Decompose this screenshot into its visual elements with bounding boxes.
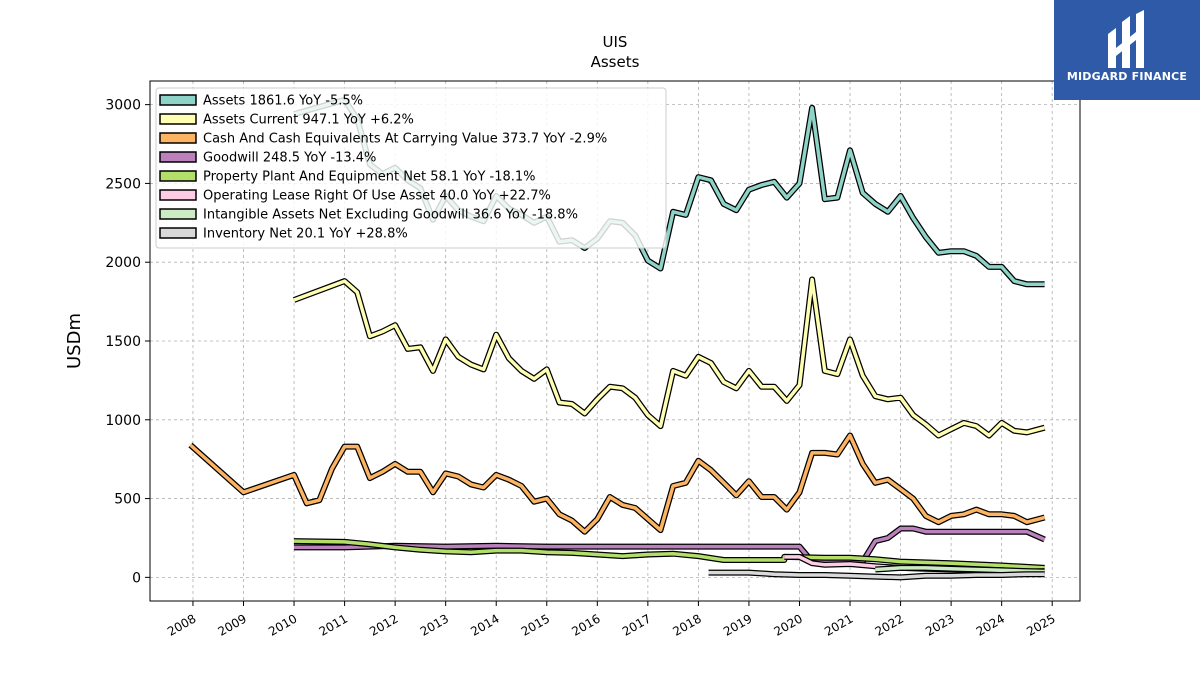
brand-name: MIDGARD FINANCE (1066, 70, 1188, 83)
legend-swatch (159, 113, 197, 125)
series-line (708, 570, 1045, 580)
x-tick-label: 2018 (670, 611, 703, 638)
legend-label: Operating Lease Right Of Use Asset 40.0 … (203, 189, 551, 204)
legend-box (155, 87, 667, 249)
x-tick-label: 2021 (822, 611, 855, 638)
x-tick-label: 2023 (923, 611, 956, 638)
y-axis-label: USDm (64, 313, 85, 369)
legend-label: Goodwill 248.5 YoY -13.4% (203, 151, 376, 166)
x-tick-label: 2013 (418, 611, 451, 638)
legend-swatch (159, 132, 197, 144)
legend-swatch (159, 208, 197, 220)
y-axis-ticks: 0 500 1000 1500 2000 2500 3000 (105, 98, 150, 586)
x-tick-label: 2016 (569, 611, 602, 638)
legend-swatch (159, 94, 197, 106)
brand-mark-icon (1108, 10, 1144, 68)
y-tick-label: 1500 (105, 334, 141, 350)
legend-swatch (159, 189, 197, 201)
x-tick-label: 2010 (266, 611, 299, 638)
y-tick-label: 1000 (105, 413, 141, 429)
legend-item: Operating Lease Right Of Use Asset 40.0 … (159, 189, 551, 204)
legend-swatch (159, 170, 197, 182)
legend-swatch (159, 151, 197, 163)
x-tick-label: 2011 (317, 611, 350, 638)
series-7 (708, 569, 1045, 581)
brand-logo: MIDGARD FINANCE (1054, 0, 1200, 100)
y-tick-label: 2000 (105, 255, 141, 271)
legend-item: Goodwill 248.5 YoY -13.4% (159, 151, 376, 166)
y-tick-label: 2500 (105, 176, 141, 192)
series-1 (292, 276, 1046, 439)
series-line (293, 277, 1046, 438)
series-line-outline (292, 276, 1046, 439)
x-tick-label: 2008 (165, 611, 198, 638)
legend-swatch (159, 227, 197, 239)
legend-label: Intangible Assets Net Excluding Goodwill… (203, 208, 578, 223)
series-6 (875, 564, 1045, 575)
x-tick-label: 2019 (721, 611, 754, 638)
y-tick-label: 0 (132, 570, 141, 586)
x-tick-label: 2017 (620, 611, 653, 638)
legend-item: Intangible Assets Net Excluding Goodwill… (159, 208, 578, 223)
chart-title: UIS (603, 33, 628, 51)
y-tick-label: 500 (114, 492, 141, 508)
x-tick-label: 2024 (974, 611, 1007, 638)
x-tick-label: 2020 (772, 611, 805, 638)
series-line (294, 526, 1046, 564)
legend-item: Inventory Net 20.1 YoY +28.8% (159, 227, 408, 242)
series-line (875, 566, 1045, 574)
legend-label: Inventory Net 20.1 YoY +28.8% (203, 227, 408, 242)
legend-item: Assets Current 947.1 YoY +6.2% (159, 113, 414, 128)
x-tick-label: 2014 (468, 611, 501, 638)
series-4 (293, 538, 1045, 571)
legend-item: Assets 1861.6 YoY -5.5% (159, 94, 363, 109)
x-tick-label: 2015 (519, 611, 552, 638)
legend: Assets 1861.6 YoY -5.5% Assets Current 94… (155, 87, 667, 249)
legend-label: Cash And Cash Equivalents At Carrying Va… (203, 132, 607, 147)
chart-subtitle: Assets (591, 53, 640, 71)
x-tick-label: 2022 (873, 611, 906, 638)
series-2 (188, 432, 1046, 535)
legend-label: Assets Current 947.1 YoY +6.2% (203, 113, 414, 128)
series-3 (294, 525, 1046, 565)
x-tick-label: 2012 (367, 611, 400, 638)
series-line (189, 433, 1046, 534)
legend-item: Property Plant And Equipment Net 58.1 Yo… (159, 170, 536, 185)
legend-item: Cash And Cash Equivalents At Carrying Va… (159, 132, 607, 147)
y-tick-label: 3000 (105, 98, 141, 114)
series-line (293, 539, 1045, 570)
x-axis-ticks: 2008 2009 2010 2011 2012 2013 2014 2015 2016 2017… (165, 601, 1058, 639)
series-line-outline (188, 432, 1046, 535)
legend-label: Property Plant And Equipment Net 58.1 Yo… (203, 170, 536, 185)
legend-label: Assets 1861.6 YoY -5.5% (203, 94, 363, 109)
x-tick-label: 2025 (1024, 611, 1057, 638)
x-tick-label: 2009 (216, 611, 249, 638)
